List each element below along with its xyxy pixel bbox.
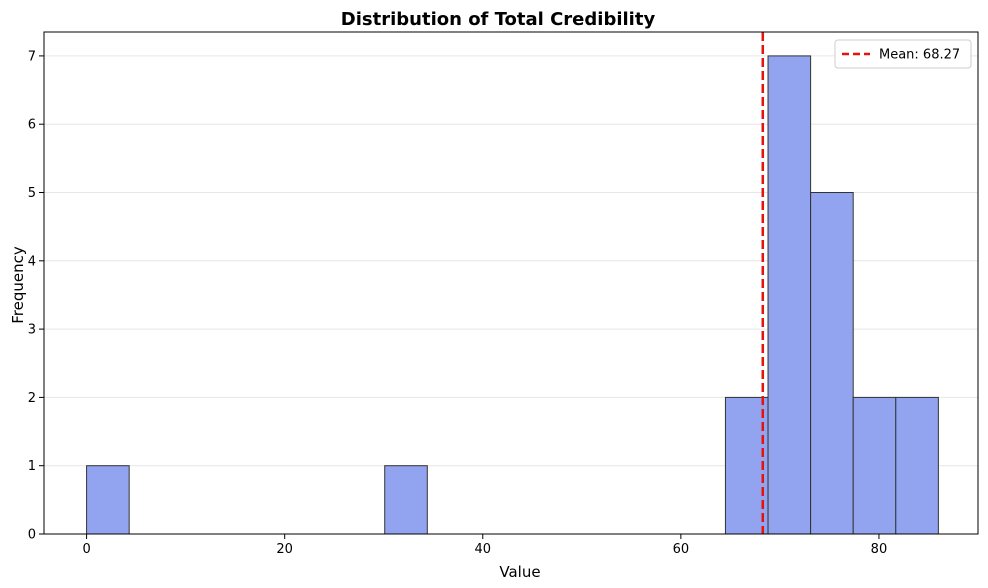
histogram-bar — [810, 192, 854, 535]
y-axis-title: Frequency — [9, 246, 27, 324]
x-axis-ticks: 0 20 40 60 80 — [82, 534, 887, 557]
plot-frame — [43, 31, 979, 535]
chart-title: Distribution of Total Credibility — [341, 9, 656, 30]
y-tick-label: 0 — [28, 528, 36, 543]
y-tick-label: 5 — [28, 186, 36, 201]
legend-mean-label: Mean: 68.27 — [879, 48, 960, 63]
x-tick-label: 80 — [871, 542, 888, 557]
x-tick-label: 40 — [474, 542, 491, 557]
y-tick-label: 6 — [28, 118, 36, 133]
y-tick-label: 1 — [28, 459, 36, 474]
x-axis-title: Value — [499, 563, 540, 581]
y-axis-ticks: 0 1 2 3 4 5 6 7 — [28, 49, 44, 543]
x-tick-label: 20 — [276, 542, 293, 557]
histogram-bar — [86, 465, 130, 535]
histogram-bar — [852, 396, 897, 535]
histogram-bars — [86, 55, 939, 535]
histogram-bar — [767, 55, 812, 535]
y-tick-label: 4 — [28, 254, 36, 269]
x-tick-label: 0 — [82, 542, 90, 557]
legend-box — [834, 39, 972, 69]
x-tick-label: 60 — [673, 542, 690, 557]
histogram-bar — [384, 465, 428, 535]
y-tick-label: 3 — [28, 323, 36, 338]
grid-lines — [44, 55, 978, 467]
legend: Mean: 68.27 — [834, 39, 972, 69]
y-tick-label: 7 — [28, 49, 36, 64]
y-tick-label: 2 — [28, 391, 36, 406]
histogram-bar — [895, 396, 939, 535]
